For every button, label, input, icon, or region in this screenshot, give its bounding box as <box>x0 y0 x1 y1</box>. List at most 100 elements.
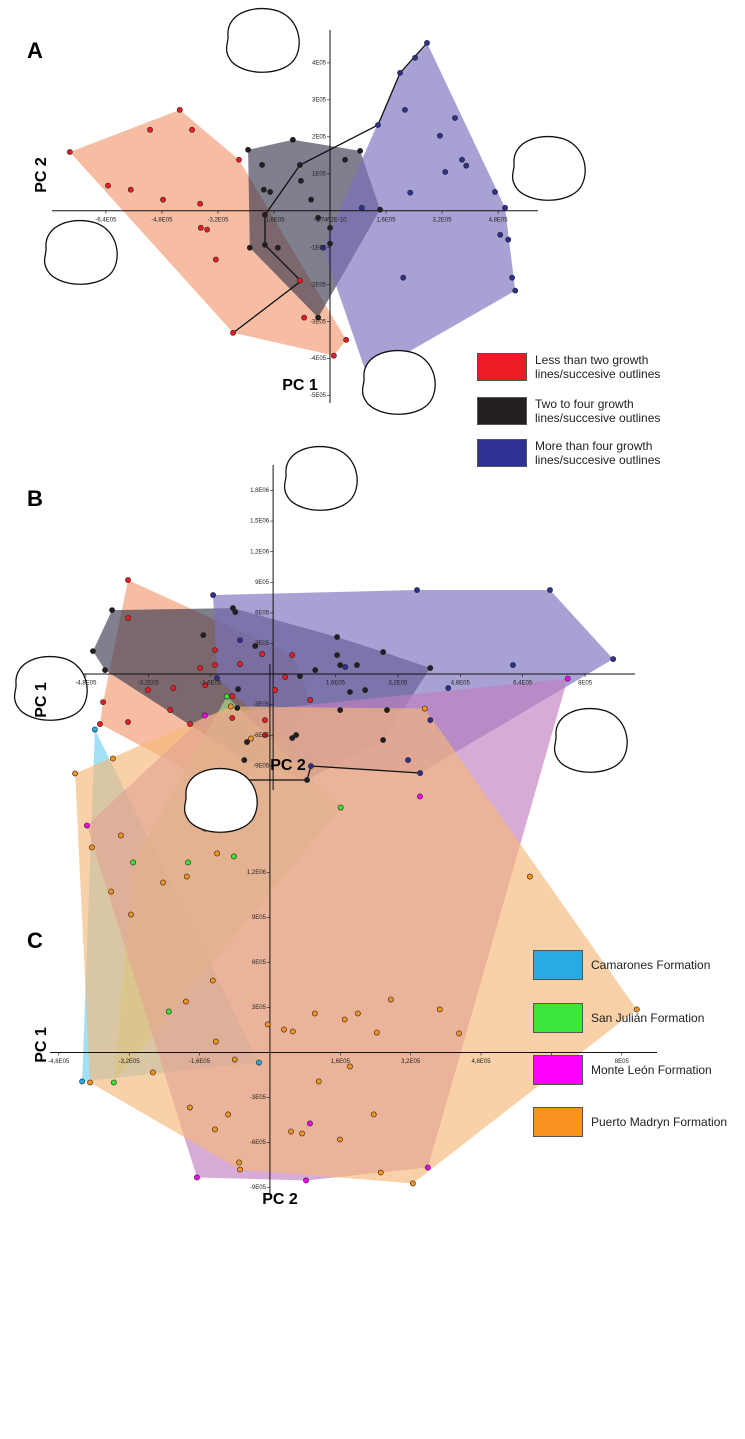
data-point <box>245 147 250 152</box>
legend-swatch <box>477 439 527 467</box>
data-point <box>342 1017 347 1022</box>
panel-label: C <box>27 928 43 953</box>
data-point <box>437 1007 442 1012</box>
y-tick-label: -3E05 <box>250 1095 267 1101</box>
data-point <box>452 115 457 120</box>
outline-shape <box>285 447 358 511</box>
data-point <box>308 697 313 702</box>
data-point <box>412 55 417 60</box>
data-point <box>309 197 314 202</box>
data-point <box>375 122 380 127</box>
data-point <box>111 1080 116 1085</box>
y-tick-label: -2E05 <box>310 282 327 288</box>
data-point <box>147 127 152 132</box>
outline-shape <box>555 709 628 773</box>
data-point <box>233 609 238 614</box>
outline-shape <box>513 137 586 201</box>
x-tick-label: -1,7462E-10 <box>313 217 347 223</box>
data-point <box>261 187 266 192</box>
data-point <box>297 162 302 167</box>
data-point <box>290 652 295 657</box>
data-point <box>331 353 336 358</box>
data-point <box>343 664 348 669</box>
data-point <box>194 1175 199 1180</box>
legend-label: Monte León Formation <box>591 1063 741 1077</box>
y-tick-label: 1E05 <box>312 171 327 177</box>
data-point <box>213 257 218 262</box>
data-point <box>184 874 189 879</box>
x-axis-label: PC 2 <box>262 1191 298 1208</box>
y-tick-label: 2E05 <box>312 134 327 140</box>
data-point <box>177 107 182 112</box>
data-point <box>102 667 107 672</box>
data-point <box>290 137 295 142</box>
data-point <box>128 187 133 192</box>
data-point <box>338 662 343 667</box>
panel-label: A <box>27 38 43 63</box>
data-point <box>527 874 532 879</box>
data-point <box>235 705 240 710</box>
x-tick-label: 3,2E05 <box>388 681 408 687</box>
data-point <box>198 201 203 206</box>
data-point <box>92 727 97 732</box>
y-tick-label: 6E05 <box>255 610 270 616</box>
y-tick-label: 9E05 <box>255 580 270 586</box>
data-point <box>380 737 385 742</box>
data-point <box>424 40 429 45</box>
data-point <box>303 1178 308 1183</box>
data-point <box>189 127 194 132</box>
data-point <box>308 763 313 768</box>
data-point <box>565 676 570 681</box>
legend-label: More than four growth lines/succesive ou… <box>535 439 685 467</box>
x-tick-label: 8E05 <box>578 681 593 687</box>
data-point <box>358 148 363 153</box>
data-point <box>428 717 433 722</box>
x-tick-label: 3,2E05 <box>433 217 453 223</box>
data-point <box>242 757 247 762</box>
data-point <box>210 978 215 983</box>
data-point <box>510 662 515 667</box>
legend-swatch <box>477 397 527 425</box>
data-point <box>160 197 165 202</box>
x-tick-label: 4,8E05 <box>472 1059 492 1065</box>
outline-shape <box>185 769 258 833</box>
data-point <box>268 189 273 194</box>
data-point <box>186 860 191 865</box>
data-point <box>408 190 413 195</box>
data-point <box>272 687 277 692</box>
data-point <box>414 587 419 592</box>
data-point <box>359 205 364 210</box>
data-point <box>237 661 242 666</box>
x-tick-label: 6,4E05 <box>513 681 533 687</box>
data-point <box>363 687 368 692</box>
data-point <box>100 699 105 704</box>
legend-swatch <box>533 950 583 980</box>
data-point <box>80 1079 85 1084</box>
y-tick-label: 1,2E06 <box>250 549 270 555</box>
legend-swatch <box>533 1107 583 1137</box>
outline-shape <box>227 9 300 73</box>
data-point <box>290 735 295 740</box>
data-point <box>290 1029 295 1034</box>
data-point <box>125 719 130 724</box>
data-point <box>215 851 220 856</box>
y-tick-label: -9E05 <box>250 1185 267 1191</box>
data-point <box>230 715 235 720</box>
data-point <box>150 1070 155 1075</box>
data-point <box>422 706 427 711</box>
data-point <box>212 1127 217 1132</box>
outline-shape <box>45 221 118 285</box>
data-point <box>230 693 235 698</box>
data-point <box>236 157 241 162</box>
data-point <box>327 241 332 246</box>
data-point <box>84 823 89 828</box>
y-axis-label: PC 1 <box>33 1027 50 1063</box>
data-point <box>299 1131 304 1136</box>
data-point <box>187 1105 192 1110</box>
x-tick-label: -6,4E05 <box>95 217 117 223</box>
data-point <box>198 225 203 230</box>
y-tick-label: 1,2E06 <box>247 870 267 876</box>
data-point <box>384 707 389 712</box>
data-point <box>513 288 518 293</box>
data-point <box>237 1167 242 1172</box>
